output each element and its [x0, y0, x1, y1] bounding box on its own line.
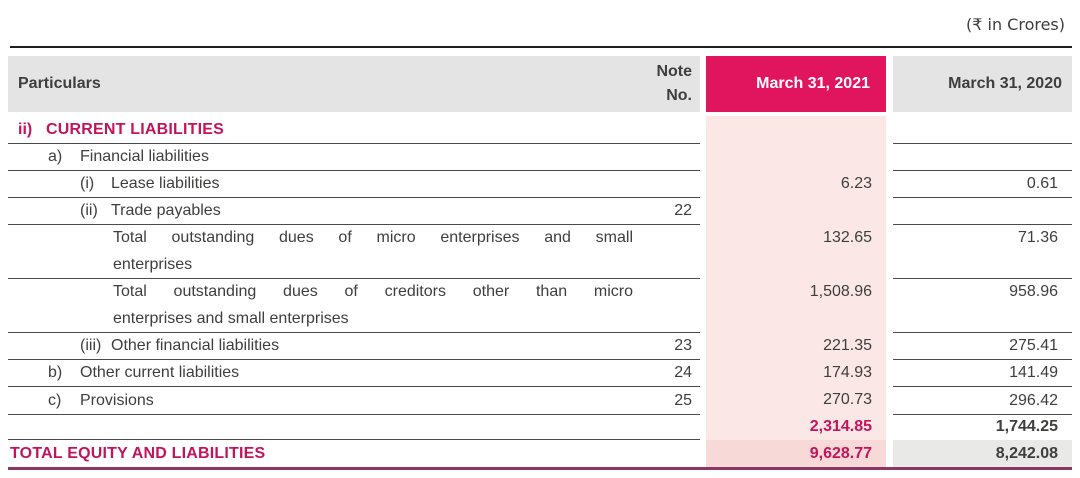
particulars-cell: (ii) Trade payables 22: [8, 197, 700, 225]
particulars-cell: c) Provisions 25: [8, 386, 700, 415]
value-2020-cell: 958.96: [893, 278, 1072, 333]
value-2021-cell: [706, 116, 886, 144]
row-marker: b): [48, 364, 63, 381]
table-row: (ii) Trade payables 22: [8, 197, 1072, 225]
table-bottom-rule: [8, 467, 1072, 470]
row-label-line2: enterprises: [113, 256, 193, 273]
note-cell: 25: [674, 391, 692, 409]
value-2020-cell: 8,242.08: [893, 440, 1072, 467]
row-label: Other current liabilities: [80, 364, 240, 381]
row-marker: (iii): [80, 337, 102, 354]
header-particulars-label: Particulars: [18, 75, 101, 92]
row-marker: a): [48, 148, 63, 165]
table-header: Particulars Note No. March 31, 2021 Marc…: [8, 56, 1072, 112]
row-label: Financial liabilities: [80, 148, 209, 165]
value-2020-cell: 71.36: [893, 224, 1072, 279]
table-row: TOTAL EQUITY AND LIABILITIES 9,628.77 8,24…: [8, 440, 1072, 467]
row-label-line1: Total outstanding dues of micro enterpri…: [113, 229, 633, 246]
value-2021-cell: [706, 143, 886, 171]
row-label: TOTAL EQUITY AND LIABILITIES: [10, 445, 266, 462]
row-label-line1: Total outstanding dues of creditors othe…: [113, 283, 633, 300]
column-gap: [886, 224, 893, 279]
particulars-cell: (iii) Other financial liabilities 23: [8, 332, 700, 360]
row-label: Lease liabilities: [111, 175, 220, 192]
row-marker: (i): [80, 175, 95, 192]
column-gap: [886, 56, 893, 112]
table-body: ii) CURRENT LIABILITIES a) Financial liabil…: [8, 116, 1072, 467]
particulars-cell: [8, 413, 700, 440]
value-2020-cell: [893, 197, 1072, 225]
value-2020-cell: [893, 116, 1072, 144]
value-2020-cell: [893, 143, 1072, 171]
row-label: Provisions: [80, 391, 154, 409]
header-march-31-2021: March 31, 2021: [706, 56, 886, 112]
header-note-no-label: Note No.: [656, 60, 700, 108]
column-gap: [886, 386, 893, 415]
table-row: b) Other current liabilities 24 174.93 141.4…: [8, 359, 1072, 387]
particulars-cell: a) Financial liabilities: [8, 143, 700, 171]
column-gap: [886, 197, 893, 225]
table-row: c) Provisions 25 270.73 296.42: [8, 386, 1072, 415]
row-marker: (ii): [80, 202, 98, 219]
particulars-cell: Total outstanding dues of micro enterpri…: [8, 224, 700, 279]
column-gap: [886, 116, 893, 144]
column-gap: [886, 170, 893, 198]
table-row: Total outstanding dues of creditors othe…: [8, 278, 1072, 333]
value-2020-cell: 0.61: [893, 170, 1072, 198]
header-march-31-2020: March 31, 2020: [893, 56, 1072, 112]
row-label-line2: enterprises and small enterprises: [113, 310, 349, 327]
column-gap: [886, 359, 893, 387]
balance-sheet-excerpt: (₹ in Crores) Particulars Note No. March…: [8, 0, 1072, 470]
value-2020-cell: 141.49: [893, 359, 1072, 387]
value-2021-cell: [706, 197, 886, 225]
column-gap: [886, 440, 893, 467]
value-2021-cell: 174.93: [706, 359, 886, 387]
value-2021-cell: 270.73: [706, 386, 886, 415]
row-marker: c): [48, 391, 62, 409]
row-label: Trade payables: [111, 202, 221, 219]
note-cell: 23: [674, 337, 692, 354]
column-gap: [886, 413, 893, 440]
wrapped-label: Total outstanding dues of micro enterpri…: [113, 224, 633, 278]
column-gap: [886, 332, 893, 360]
table-row: Total outstanding dues of micro enterpri…: [8, 224, 1072, 279]
particulars-cell: Total outstanding dues of creditors othe…: [8, 278, 700, 333]
particulars-cell: TOTAL EQUITY AND LIABILITIES: [8, 440, 700, 467]
column-gap: [886, 278, 893, 333]
value-2021-cell: 9,628.77: [706, 440, 886, 467]
value-2020-cell: 275.41: [893, 332, 1072, 360]
row-marker: ii): [18, 121, 33, 138]
value-2021-cell: 6.23: [706, 170, 886, 198]
column-gap: [886, 143, 893, 171]
table-row: 2,314.85 1,744.25: [8, 413, 1072, 440]
row-label: Other financial liabilities: [111, 337, 280, 354]
row-label: CURRENT LIABILITIES: [46, 121, 225, 138]
table-row: a) Financial liabilities: [8, 143, 1072, 171]
header-note-line2: No.: [666, 87, 692, 104]
wrapped-label: Total outstanding dues of creditors othe…: [113, 278, 633, 332]
value-2021-cell: 132.65: [706, 224, 886, 279]
value-2021-cell: 2,314.85: [706, 413, 886, 440]
value-2020-cell: 1,744.25: [995, 418, 1058, 435]
particulars-cell: (i) Lease liabilities: [8, 170, 700, 198]
table-row: (iii) Other financial liabilities 23 221.35…: [8, 332, 1072, 360]
header-particulars-note-cell: Particulars Note No.: [8, 56, 700, 112]
particulars-cell: ii) CURRENT LIABILITIES: [8, 116, 700, 144]
value-2021-cell: 1,508.96: [706, 278, 886, 333]
value-2020-cell: 296.42: [893, 386, 1072, 415]
table-top-rule: [10, 46, 1072, 48]
note-cell: 22: [674, 202, 692, 219]
particulars-cell: b) Other current liabilities 24: [8, 359, 700, 387]
header-note-line1: Note: [656, 63, 692, 80]
table-row: ii) CURRENT LIABILITIES: [8, 116, 1072, 144]
note-cell: 24: [674, 364, 692, 381]
value-2021-cell: 221.35: [706, 332, 886, 360]
table-row: (i) Lease liabilities 6.23 0.61: [8, 170, 1072, 198]
currency-note: (₹ in Crores): [965, 15, 1065, 34]
